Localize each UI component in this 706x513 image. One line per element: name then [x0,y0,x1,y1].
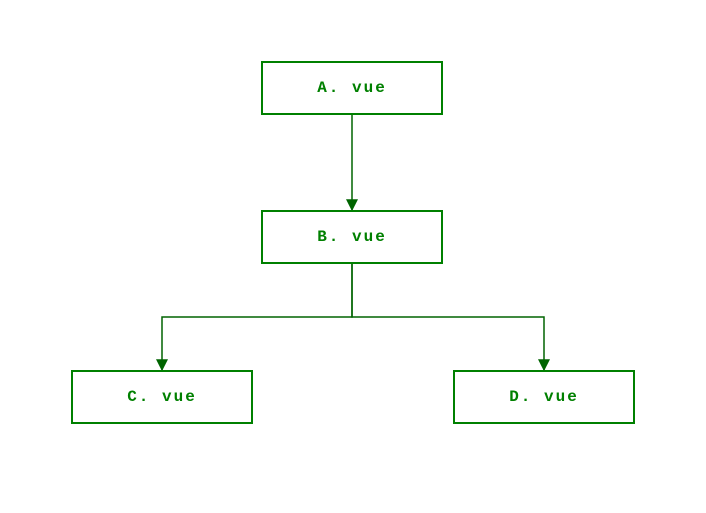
node-d: D. vue [453,370,635,424]
edge-b-c [162,264,352,370]
node-b-label: B. vue [317,228,387,246]
node-b: B. vue [261,210,443,264]
node-a: A. vue [261,61,443,115]
node-d-label: D. vue [509,388,579,406]
node-c-label: C. vue [127,388,197,406]
edge-b-d [352,264,544,370]
node-a-label: A. vue [317,79,387,97]
node-c: C. vue [71,370,253,424]
